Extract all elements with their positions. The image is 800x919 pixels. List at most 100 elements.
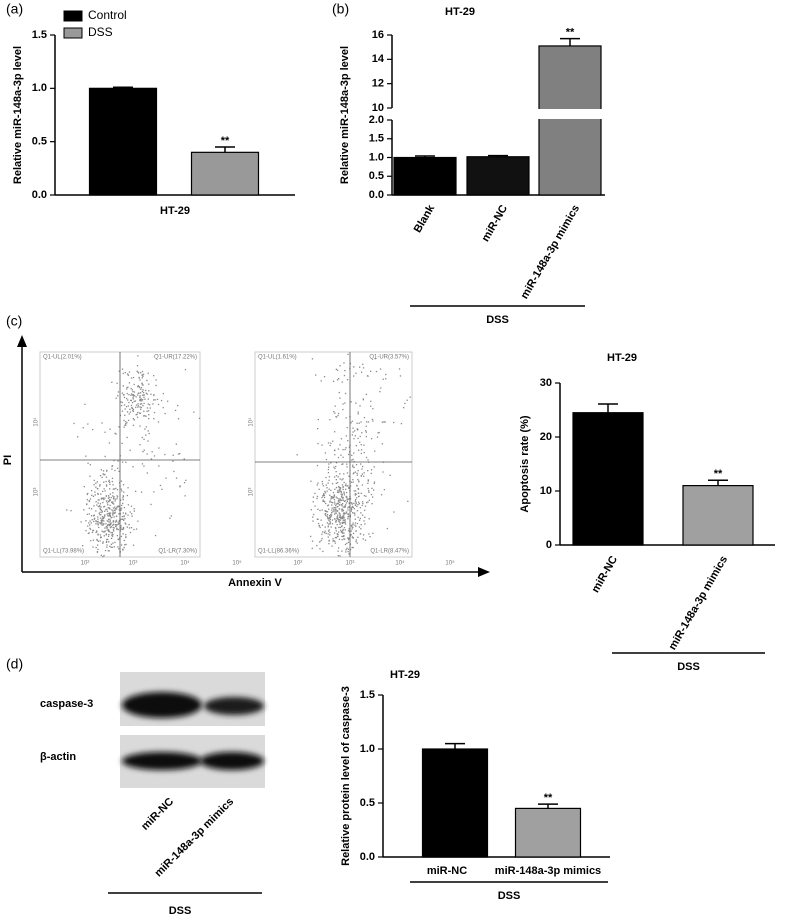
event-dot [130, 377, 133, 379]
event-dot [103, 535, 105, 537]
event-dot [139, 396, 141, 398]
event-dot [107, 550, 109, 552]
event-dot [340, 490, 342, 492]
event-dot [371, 503, 373, 505]
event-dot [318, 488, 320, 490]
event-dot [132, 395, 135, 397]
event-dot [112, 542, 114, 544]
y-tick-label: 1.0 [32, 82, 47, 94]
event-dot [334, 431, 336, 433]
event-dot [139, 395, 141, 397]
event-dot [353, 366, 355, 368]
event-dot [319, 509, 321, 512]
event-dot [339, 514, 341, 516]
event-dot [167, 400, 169, 402]
event-dot [338, 486, 340, 488]
event-dot [333, 476, 336, 478]
event-dot [110, 546, 112, 548]
event-dot [360, 528, 362, 530]
event-dot [109, 483, 111, 485]
event-dot [351, 503, 353, 505]
event-dot [125, 423, 127, 425]
event-dot [389, 474, 391, 476]
event-dot [377, 432, 379, 434]
event-dot [345, 496, 347, 498]
event-dot [117, 546, 119, 548]
event-dot [119, 513, 122, 515]
event-dot [126, 392, 128, 395]
event-dot [198, 417, 201, 419]
event-dot [121, 515, 123, 518]
event-dot [66, 509, 68, 511]
event-dot [328, 479, 330, 481]
event-dot [118, 482, 121, 484]
event-dot [154, 534, 157, 537]
event-dot [102, 556, 104, 558]
event-dot [335, 479, 337, 481]
event-dot [341, 508, 344, 510]
event-dot [337, 490, 339, 492]
event-dot [315, 374, 317, 376]
event-dot [341, 531, 344, 533]
quadrant-label: Q1-LR(7.30%) [158, 549, 197, 555]
event-dot [316, 518, 318, 520]
event-dot [122, 502, 124, 505]
event-dot [330, 498, 332, 500]
event-dot [354, 494, 356, 496]
event-dot [325, 476, 327, 479]
event-dot [100, 521, 102, 524]
event-dot [353, 452, 355, 454]
event-dot [328, 463, 330, 465]
event-dot [127, 386, 129, 389]
event-dot [114, 500, 116, 502]
event-dot [324, 530, 326, 532]
event-dot [133, 400, 135, 403]
event-dot [111, 533, 113, 535]
event-dot [123, 426, 125, 428]
event-dot [131, 407, 133, 410]
event-dot [118, 538, 120, 541]
event-dot [368, 518, 370, 520]
event-dot [345, 447, 347, 449]
event-dot [106, 538, 108, 541]
event-dot [386, 527, 388, 530]
event-dot [99, 475, 102, 477]
event-dot [354, 524, 356, 526]
event-dot [118, 370, 120, 372]
y-tick-label: 10⁴ [33, 417, 40, 427]
event-dot [323, 492, 325, 495]
event-dot [111, 535, 114, 537]
event-dot [93, 484, 95, 486]
event-dot [335, 520, 337, 522]
event-dot [323, 493, 325, 496]
chart-title: HT-29 [607, 352, 637, 364]
bar [682, 485, 754, 546]
event-dot [121, 528, 123, 530]
event-dot [96, 504, 98, 506]
event-dot [373, 489, 375, 491]
event-dot [106, 529, 108, 531]
event-dot [328, 476, 331, 478]
quadrant-label: Q1-LR(8.47%) [370, 549, 409, 555]
event-dot [172, 460, 174, 462]
event-dot [330, 501, 333, 503]
event-dot [407, 500, 409, 502]
event-dot [114, 506, 116, 508]
event-dot [312, 501, 314, 503]
event-dot [100, 520, 103, 522]
event-dot [133, 510, 135, 512]
event-dot [141, 370, 144, 373]
event-dot [94, 517, 96, 519]
event-dot [143, 438, 145, 440]
event-dot [114, 512, 116, 514]
event-dot [137, 405, 140, 407]
event-dot [120, 544, 123, 546]
event-dot [121, 404, 123, 407]
event-dot [359, 517, 361, 520]
event-dot [362, 399, 365, 401]
event-dot [361, 484, 364, 486]
event-dot [343, 362, 345, 364]
event-dot [348, 530, 350, 532]
event-dot [104, 515, 106, 517]
event-dot [100, 523, 102, 525]
